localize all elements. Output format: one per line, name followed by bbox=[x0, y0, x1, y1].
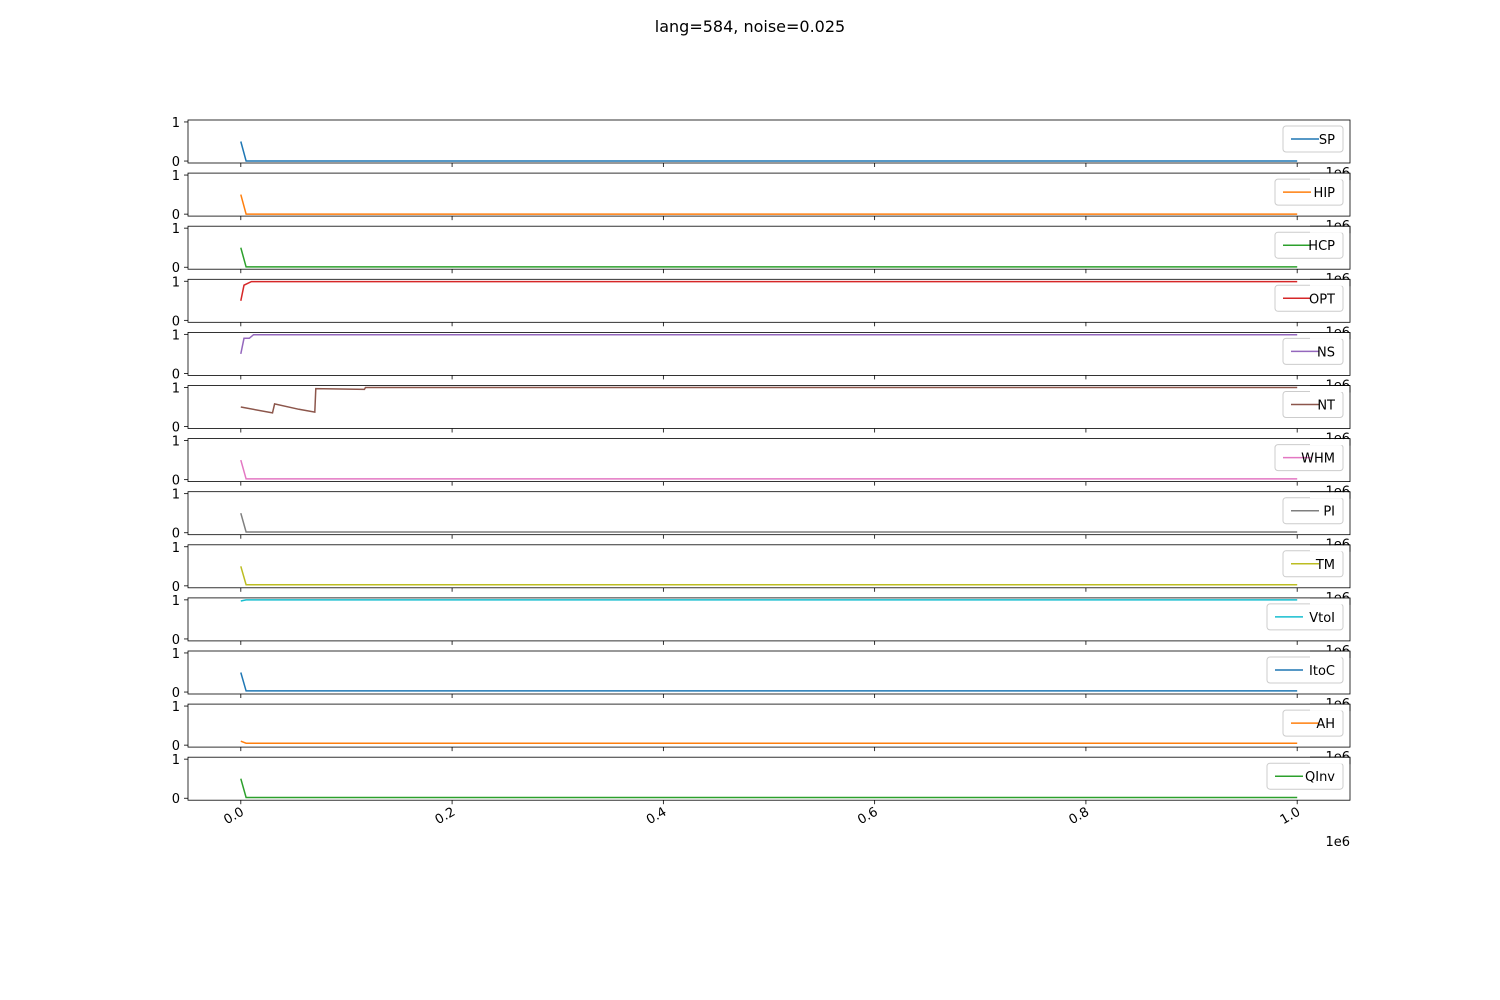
y-tick-label: 0 bbox=[172, 421, 180, 436]
subplot-frame-ah bbox=[187, 703, 1351, 748]
y-tick-label: 0 bbox=[172, 314, 180, 329]
legend-box-qinv bbox=[1266, 762, 1344, 790]
y-tick-label: 1 bbox=[172, 488, 180, 503]
panel-occlusion bbox=[1310, 492, 1350, 499]
legend-label-ah: AH bbox=[1316, 717, 1335, 732]
subplot-frame-hcp bbox=[187, 225, 1351, 270]
legend-label-tm: TM bbox=[1315, 558, 1335, 573]
panel-occlusion bbox=[1310, 332, 1350, 339]
panel-occlusion bbox=[1310, 386, 1350, 392]
panel-occlusion bbox=[1310, 279, 1350, 286]
subplot-frame-nt bbox=[187, 385, 1351, 429]
panel-occlusion bbox=[1310, 173, 1350, 180]
subplot-frame-whm bbox=[187, 438, 1351, 483]
subplot-frame-qinv bbox=[187, 756, 1351, 801]
series-line-opt bbox=[240, 280, 1298, 301]
series-line-sp bbox=[240, 141, 1298, 162]
legend-label-hip: HIP bbox=[1314, 186, 1336, 201]
x-offset-label: 1e6 bbox=[1325, 835, 1350, 850]
legend-label-itoc: ItoC bbox=[1309, 664, 1335, 679]
series-line-hcp bbox=[240, 247, 1298, 268]
y-tick-label: 0 bbox=[172, 792, 180, 807]
series-line-tm bbox=[240, 566, 1298, 586]
legend-label-vtoi: VtoI bbox=[1309, 611, 1335, 626]
legend-label-nt: NT bbox=[1317, 399, 1335, 414]
x-tick-label: 0.4 bbox=[644, 805, 669, 828]
y-tick-label: 0 bbox=[172, 367, 180, 382]
panel-occlusion bbox=[1310, 598, 1350, 605]
y-tick-label: 1 bbox=[172, 275, 180, 290]
legend-label-qinv: QInv bbox=[1305, 770, 1335, 785]
legend-label-hcp: HCP bbox=[1308, 239, 1335, 254]
subplot-frame-vtoi bbox=[187, 597, 1351, 642]
y-tick-label: 1 bbox=[172, 116, 180, 131]
x-tick-label: 0.0 bbox=[221, 805, 246, 828]
x-tick-label: 0.6 bbox=[855, 805, 880, 828]
panel-occlusion bbox=[1310, 757, 1350, 764]
series-line-hip bbox=[240, 194, 1298, 215]
legend-label-whm: WHM bbox=[1301, 452, 1335, 467]
y-tick-label: 0 bbox=[172, 527, 180, 542]
legend-label-ns: NS bbox=[1317, 345, 1335, 360]
y-tick-label: 0 bbox=[172, 633, 180, 648]
y-tick-label: 1 bbox=[172, 328, 180, 343]
subplot-frame-sp bbox=[187, 119, 1351, 164]
series-line-nt bbox=[240, 386, 1298, 414]
y-tick-label: 0 bbox=[172, 580, 180, 595]
subplot-frame-itoc bbox=[187, 650, 1351, 695]
subplot-frame-pi bbox=[187, 491, 1351, 536]
series-line-whm bbox=[240, 459, 1298, 480]
series-line-ns bbox=[240, 333, 1298, 355]
y-tick-label: 1 bbox=[172, 435, 180, 450]
y-tick-label: 1 bbox=[172, 753, 180, 768]
panel-occlusion bbox=[1310, 545, 1350, 552]
panel-occlusion bbox=[1310, 226, 1350, 233]
y-tick-label: 0 bbox=[172, 261, 180, 276]
series-line-ah bbox=[240, 740, 1298, 744]
panel-occlusion bbox=[1310, 704, 1350, 711]
subplot-frame-ns bbox=[187, 331, 1351, 376]
y-tick-label: 0 bbox=[172, 739, 180, 754]
y-tick-label: 1 bbox=[172, 541, 180, 556]
legend-label-pi: PI bbox=[1323, 505, 1335, 520]
figure-title: lang=584, noise=0.025 bbox=[654, 17, 846, 36]
series-line-pi bbox=[240, 512, 1298, 533]
subplot-frame-tm bbox=[187, 544, 1351, 589]
panel-occlusion bbox=[1310, 439, 1350, 446]
subplot-frame-opt bbox=[187, 278, 1351, 323]
y-tick-label: 1 bbox=[172, 169, 180, 184]
y-tick-label: 0 bbox=[172, 474, 180, 489]
legend-box-vtoi bbox=[1266, 603, 1344, 631]
series-line-itoc bbox=[240, 672, 1298, 692]
y-tick-label: 0 bbox=[172, 208, 180, 223]
x-tick-label: 0.8 bbox=[1066, 805, 1091, 828]
x-tick-label: 1.0 bbox=[1278, 805, 1303, 828]
legend-box-itoc bbox=[1266, 656, 1344, 684]
y-tick-label: 1 bbox=[172, 222, 180, 237]
y-tick-label: 1 bbox=[172, 381, 180, 396]
y-tick-label: 1 bbox=[172, 700, 180, 715]
y-tick-label: 1 bbox=[172, 647, 180, 662]
series-line-vtoi bbox=[240, 599, 1298, 602]
x-tick-label: 0.2 bbox=[433, 805, 458, 828]
subplot-frame-hip bbox=[187, 172, 1351, 217]
y-tick-label: 0 bbox=[172, 686, 180, 701]
legend-label-opt: OPT bbox=[1309, 292, 1335, 307]
y-tick-label: 0 bbox=[172, 155, 180, 170]
panel-occlusion bbox=[1310, 651, 1350, 658]
series-line-qinv bbox=[240, 778, 1298, 799]
legend-label-sp: SP bbox=[1319, 133, 1335, 148]
y-tick-label: 1 bbox=[172, 594, 180, 609]
